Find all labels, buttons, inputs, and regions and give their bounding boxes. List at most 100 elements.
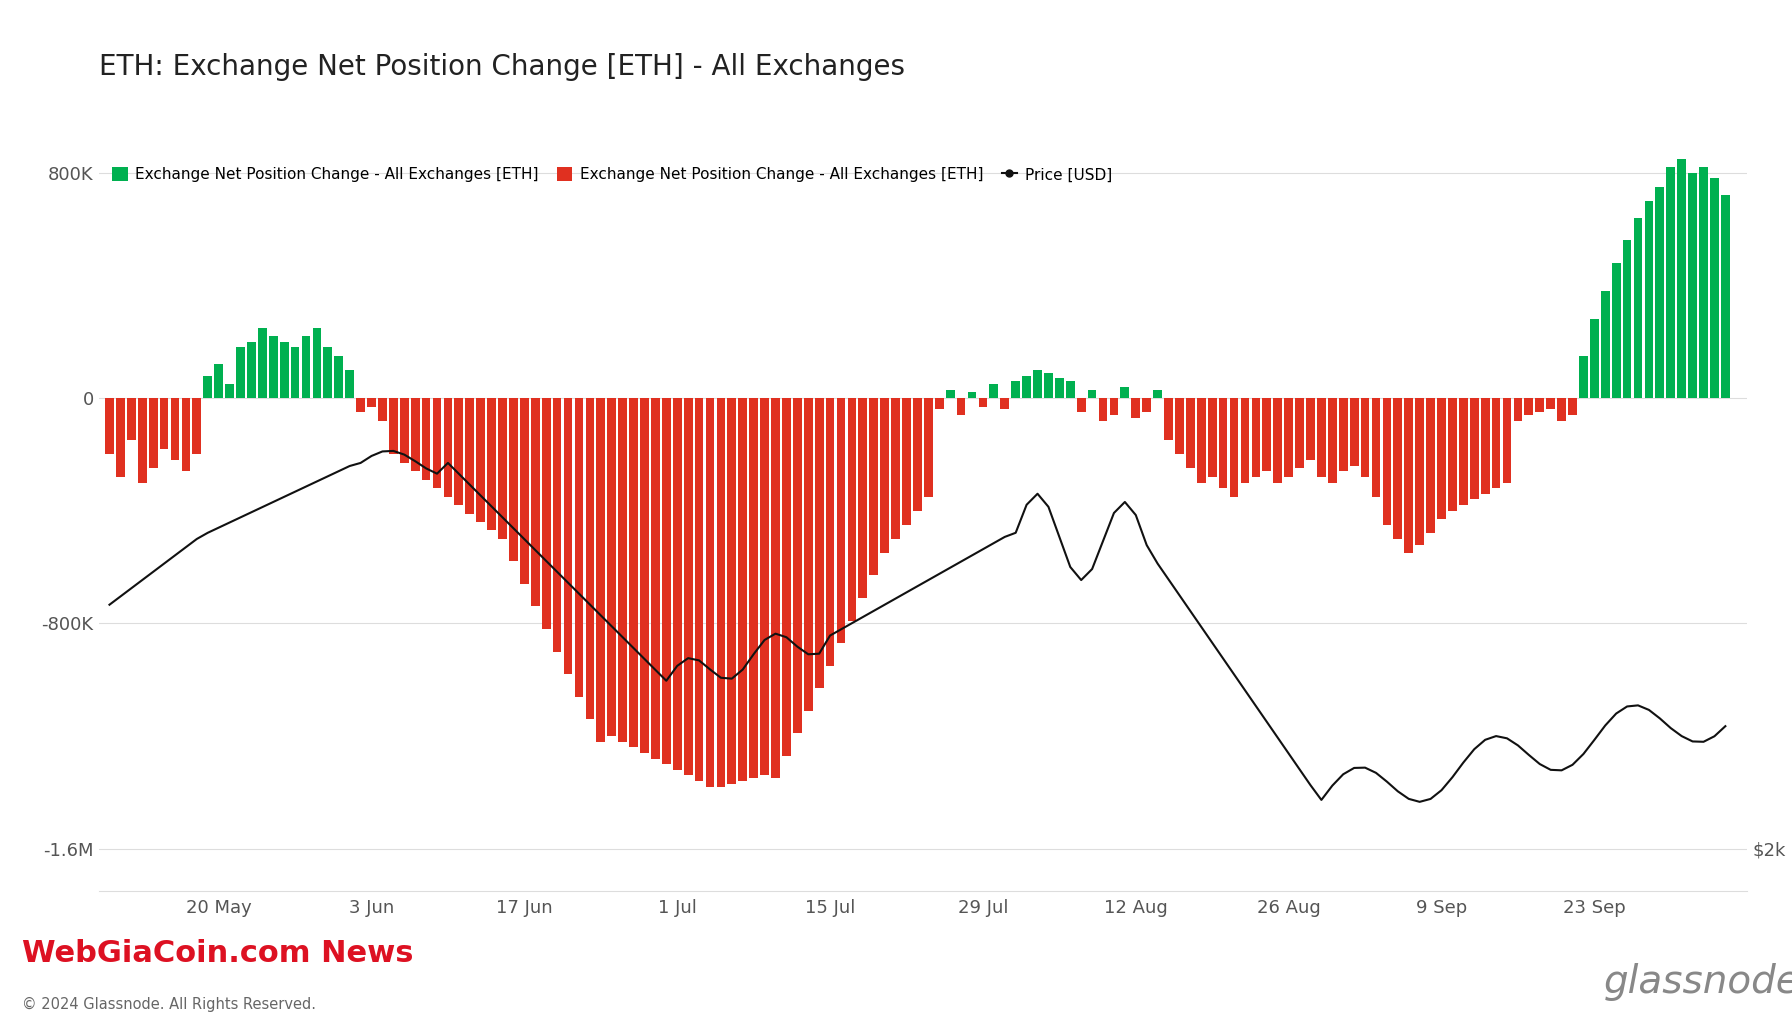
Bar <box>335 355 342 398</box>
Bar <box>826 398 835 666</box>
Bar <box>1109 398 1118 415</box>
Bar <box>989 384 998 398</box>
Bar <box>1568 398 1577 415</box>
Bar <box>1469 398 1478 500</box>
Bar <box>650 398 659 759</box>
Bar <box>1339 398 1348 471</box>
Bar <box>1480 398 1489 494</box>
Bar <box>661 398 670 764</box>
Bar <box>640 398 649 753</box>
Bar <box>455 398 462 505</box>
Bar <box>1120 387 1129 398</box>
Bar <box>1229 398 1238 497</box>
Bar <box>1349 398 1358 466</box>
Bar <box>290 347 299 398</box>
Bar <box>138 398 147 482</box>
Bar <box>378 398 387 421</box>
Bar <box>586 398 595 719</box>
Bar <box>410 398 419 471</box>
Bar <box>530 398 539 606</box>
Bar <box>880 398 889 553</box>
Bar <box>1186 398 1195 468</box>
Bar <box>837 398 846 643</box>
Bar <box>1088 389 1097 398</box>
Bar <box>280 342 289 398</box>
Bar <box>760 398 769 775</box>
Bar <box>149 398 158 468</box>
Bar <box>618 398 627 741</box>
Bar <box>466 398 475 513</box>
Bar <box>1514 398 1521 421</box>
Bar <box>1219 398 1228 488</box>
Bar <box>1045 373 1054 398</box>
Bar <box>159 398 168 449</box>
Text: WebGiaCoin.com News: WebGiaCoin.com News <box>22 939 412 968</box>
Bar <box>1098 398 1107 421</box>
Bar <box>901 398 910 524</box>
Bar <box>1557 398 1566 421</box>
Bar <box>1176 398 1185 455</box>
Bar <box>1077 398 1086 412</box>
Bar <box>215 365 222 398</box>
Legend: Exchange Net Position Change - All Exchanges [ETH], Exchange Net Position Change: Exchange Net Position Change - All Excha… <box>106 162 1118 188</box>
Bar <box>1645 201 1654 398</box>
Bar <box>509 398 518 561</box>
Bar <box>202 376 211 398</box>
Bar <box>672 398 681 770</box>
Bar <box>552 398 561 651</box>
Bar <box>1066 381 1075 398</box>
Bar <box>1503 398 1511 482</box>
Bar <box>805 398 812 711</box>
Bar <box>1285 398 1294 477</box>
Bar <box>957 398 966 415</box>
Bar <box>848 398 857 621</box>
Bar <box>968 392 977 398</box>
Bar <box>258 328 267 398</box>
Bar <box>127 398 136 440</box>
Bar <box>1262 398 1271 471</box>
Bar <box>1306 398 1315 460</box>
Bar <box>226 384 235 398</box>
Bar <box>312 328 321 398</box>
Bar <box>389 398 398 455</box>
Bar <box>432 398 441 488</box>
Bar <box>1154 389 1161 398</box>
Bar <box>914 398 921 511</box>
Bar <box>247 342 256 398</box>
Bar <box>1459 398 1468 505</box>
Bar <box>1437 398 1446 519</box>
Bar <box>301 336 310 398</box>
Bar <box>728 398 737 784</box>
Bar <box>717 398 726 786</box>
Bar <box>269 336 278 398</box>
Bar <box>706 398 715 786</box>
Bar <box>1251 398 1260 477</box>
Bar <box>1546 398 1555 410</box>
Bar <box>858 398 867 598</box>
Bar <box>695 398 704 781</box>
Bar <box>869 398 878 575</box>
Bar <box>487 398 496 530</box>
Bar <box>1371 398 1380 497</box>
Bar <box>1448 398 1457 511</box>
Bar <box>357 398 366 412</box>
Bar <box>1142 398 1150 412</box>
Bar <box>498 398 507 539</box>
Bar <box>629 398 638 748</box>
Text: © 2024 Glassnode. All Rights Reserved.: © 2024 Glassnode. All Rights Reserved. <box>22 996 315 1012</box>
Bar <box>1000 398 1009 410</box>
Bar <box>1720 196 1729 398</box>
Bar <box>421 398 430 479</box>
Bar <box>541 398 550 629</box>
Bar <box>1011 381 1020 398</box>
Text: ETH: Exchange Net Position Change [ETH] - All Exchanges: ETH: Exchange Net Position Change [ETH] … <box>99 52 905 81</box>
Text: glassnode: glassnode <box>1604 964 1792 1001</box>
Bar <box>946 389 955 398</box>
Bar <box>607 398 616 736</box>
Bar <box>1525 398 1534 415</box>
Bar <box>1699 167 1708 398</box>
Bar <box>520 398 529 584</box>
Bar <box>116 398 125 477</box>
Bar <box>400 398 409 463</box>
Bar <box>367 398 376 407</box>
